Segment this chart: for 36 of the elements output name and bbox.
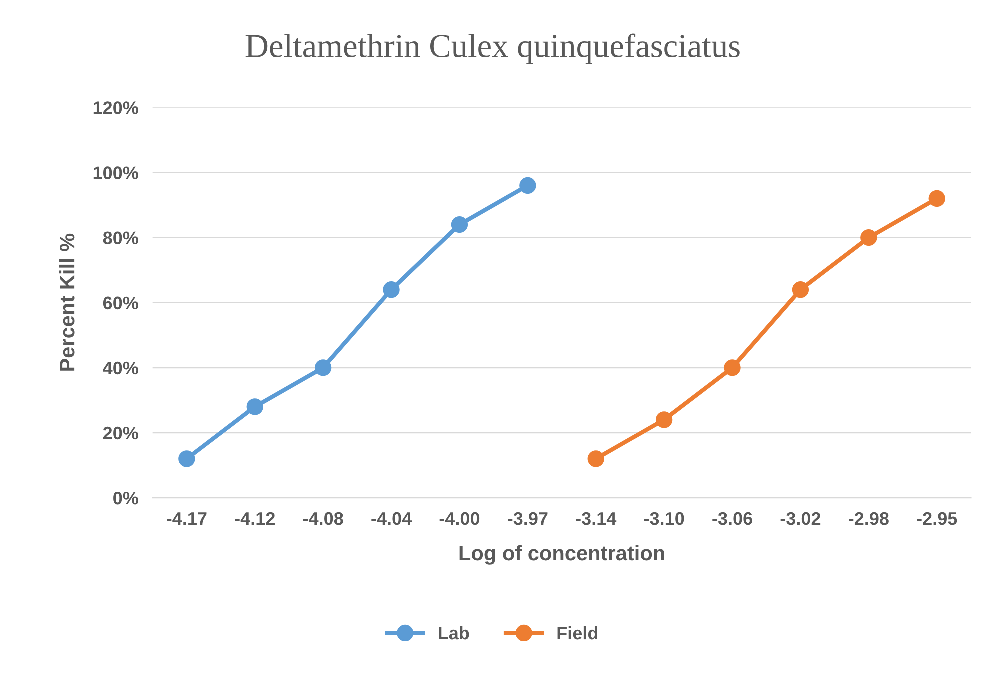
point: [724, 360, 741, 376]
point: [246, 398, 264, 416]
x-tick-label: -3.02: [780, 512, 821, 526]
legend-label: Field: [558, 626, 598, 640]
y-tick-label: 120%: [94, 102, 138, 114]
x-tick-label: -4.12: [235, 512, 275, 525]
y-tick-label: 0%: [114, 492, 138, 505]
point: [314, 360, 332, 376]
point: [383, 282, 400, 298]
x-tick-label: -4.08: [303, 512, 344, 526]
x-tick-label: -3.10: [644, 512, 684, 526]
point: [520, 177, 536, 194]
y-tick-label: 40%: [103, 362, 138, 375]
y-tick-label: 80%: [103, 232, 138, 245]
point: [792, 282, 810, 298]
x-tick-label: -3.06: [712, 512, 752, 526]
point: [588, 450, 604, 468]
x-tick-label: -2.95: [917, 512, 958, 526]
legend-label: Lab: [439, 626, 470, 640]
x-tick-label: -3.14: [576, 512, 617, 526]
x-tick-label: -4.00: [440, 512, 480, 526]
point: [656, 412, 673, 428]
y-tick-label: 100%: [94, 166, 138, 180]
point: [860, 229, 878, 246]
chart-title: Deltamethrin Culex quinquefasciatus: [246, 34, 740, 64]
x-tick-label: -4.17: [167, 512, 207, 525]
x-tick-label: -4.04: [372, 512, 412, 526]
x-axis-title: Log of concentration: [460, 545, 664, 565]
y-tick-label: 60%: [103, 296, 138, 310]
point: [928, 190, 946, 208]
x-tick-label: -2.98: [849, 512, 889, 526]
point: [451, 216, 468, 234]
y-axis-title: Percent Kill %: [59, 234, 75, 371]
y-tick-label: 20%: [103, 426, 138, 440]
point: [178, 450, 196, 468]
x-tick-label: -3.97: [508, 512, 548, 526]
